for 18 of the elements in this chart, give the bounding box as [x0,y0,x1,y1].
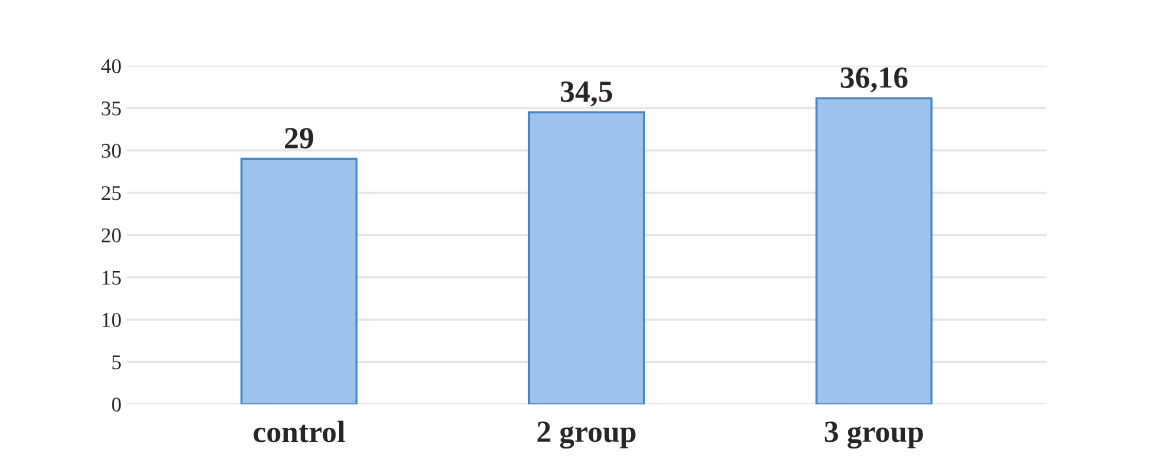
bar [240,157,358,405]
x-tick-label: control [253,420,345,443]
y-tick-label: 0 [112,397,121,412]
y-tick-label: 25 [101,186,121,201]
data-label: 29 [285,127,314,149]
y-tick-label: 10 [102,312,121,328]
y-tick-label: 20 [101,228,121,243]
y-tick-label: 5 [112,355,121,370]
x-tick-label: 2 group [537,421,636,449]
bar [527,111,646,405]
y-tick-label: 30 [101,143,121,158]
bar [815,97,933,405]
y-tick-label: 35 [101,101,121,116]
y-tick-label: 40 [101,59,121,74]
y-tick-label: 15 [102,270,121,285]
data-label: 34,5 [560,81,613,107]
data-label: 36,16 [840,67,908,93]
x-tick-label: 3 group [824,421,924,449]
